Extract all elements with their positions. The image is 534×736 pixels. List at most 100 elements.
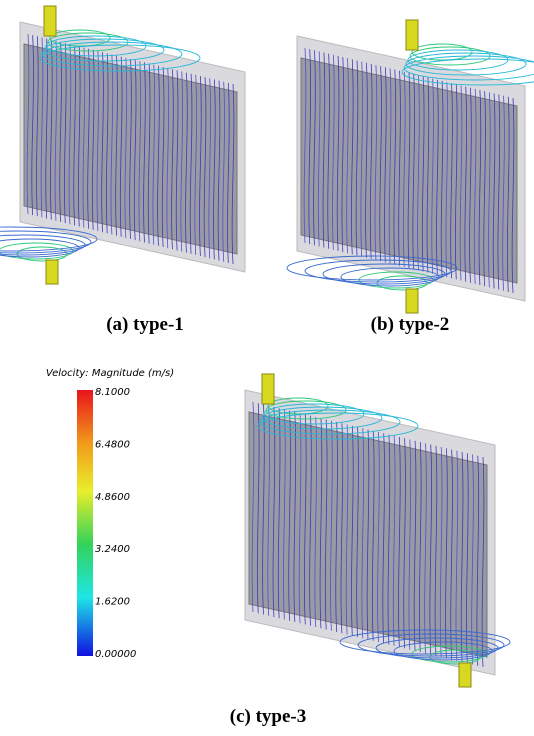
streamline bbox=[384, 67, 387, 263]
streamline bbox=[64, 43, 67, 224]
colorbar-tick-label: 3.2400 bbox=[95, 544, 130, 555]
streamline bbox=[382, 433, 385, 644]
streamline bbox=[288, 410, 291, 621]
streamline bbox=[203, 77, 207, 258]
streamline bbox=[124, 57, 128, 238]
caption: (b) type-2 bbox=[371, 314, 450, 335]
streamline bbox=[147, 63, 151, 244]
streamline bbox=[283, 409, 286, 620]
streamline bbox=[161, 66, 165, 247]
streamline bbox=[327, 53, 330, 249]
streamline bbox=[445, 82, 449, 278]
caption: (a) type-1 bbox=[106, 314, 184, 335]
streamline bbox=[82, 47, 86, 228]
streamline bbox=[222, 81, 225, 262]
streamline bbox=[450, 83, 453, 279]
streamline bbox=[371, 430, 375, 641]
streamline bbox=[369, 63, 373, 259]
inlet-pipe bbox=[261, 373, 275, 405]
streamline bbox=[481, 456, 485, 668]
streamline bbox=[138, 61, 142, 242]
streamline bbox=[336, 55, 340, 251]
swirl bbox=[261, 406, 383, 430]
streamline bbox=[502, 95, 505, 291]
colorbar-tick-label: 0.00000 bbox=[95, 649, 136, 660]
streamline bbox=[231, 83, 235, 265]
colorbar-ticks: 8.1000 6.4800 4.8600 3.2400 1.6200 0.00000 bbox=[95, 387, 136, 660]
streamline bbox=[293, 411, 297, 623]
swirl bbox=[257, 412, 419, 440]
streamline bbox=[403, 438, 406, 649]
streamline bbox=[129, 58, 132, 240]
streamline bbox=[50, 39, 53, 220]
streamline bbox=[455, 450, 459, 661]
streamline bbox=[388, 68, 392, 264]
colorbar-title: Velocity: Magnitude (m/s) bbox=[46, 368, 174, 379]
streamline bbox=[309, 415, 312, 626]
streamline bbox=[330, 420, 333, 631]
streamline bbox=[73, 45, 76, 226]
streamline bbox=[464, 86, 467, 282]
swirl bbox=[0, 230, 92, 254]
outlet-pipe bbox=[45, 259, 59, 285]
streamline bbox=[303, 47, 307, 244]
streamline bbox=[335, 421, 338, 633]
streamline bbox=[431, 78, 434, 274]
streamline bbox=[412, 74, 415, 270]
colorbar-tick-label: 8.1000 bbox=[95, 387, 130, 398]
streamline bbox=[360, 61, 363, 257]
streamline bbox=[267, 405, 270, 616]
streamline bbox=[426, 77, 430, 273]
streamline bbox=[189, 73, 193, 254]
streamline bbox=[398, 436, 401, 648]
streamline bbox=[101, 52, 104, 233]
streamline bbox=[393, 69, 397, 265]
streamline bbox=[346, 58, 349, 254]
streamline bbox=[115, 55, 118, 236]
cfd-panel bbox=[244, 373, 511, 688]
colorbar-tick-label: 4.8600 bbox=[95, 492, 130, 503]
streamline bbox=[419, 441, 422, 653]
streamline bbox=[466, 453, 469, 664]
streamline bbox=[455, 84, 458, 280]
colorbar-tick-label: 6.4800 bbox=[95, 439, 130, 450]
streamline bbox=[133, 60, 137, 241]
streamline bbox=[403, 71, 406, 267]
streamline bbox=[119, 56, 123, 237]
swirl bbox=[286, 255, 458, 281]
streamline bbox=[213, 79, 216, 260]
streamline bbox=[377, 431, 380, 643]
streamline bbox=[227, 82, 230, 263]
streamline bbox=[194, 74, 197, 255]
outlet-pipe bbox=[458, 662, 472, 688]
streamline bbox=[478, 90, 482, 286]
streamline bbox=[26, 33, 30, 215]
streamline bbox=[36, 36, 39, 217]
streamline bbox=[351, 59, 354, 255]
colorbar-tick-label: 1.6200 bbox=[95, 597, 130, 608]
streamline bbox=[361, 428, 365, 639]
streamline bbox=[497, 94, 501, 290]
streamline bbox=[340, 423, 344, 634]
streamline bbox=[379, 66, 382, 262]
swirl bbox=[43, 38, 165, 62]
streamline bbox=[408, 439, 412, 650]
streamline bbox=[511, 97, 515, 294]
cfd-panel bbox=[286, 19, 534, 314]
streamline bbox=[459, 85, 463, 281]
swirl bbox=[0, 226, 98, 252]
streamline bbox=[471, 454, 474, 665]
streamline bbox=[473, 88, 477, 284]
swirl bbox=[403, 55, 534, 81]
swirl bbox=[267, 397, 329, 415]
swirl bbox=[39, 44, 201, 72]
cfd-panel bbox=[0, 5, 246, 285]
streamline bbox=[208, 78, 211, 259]
inlet-pipe bbox=[43, 5, 57, 37]
streamline bbox=[171, 69, 174, 250]
streamline bbox=[313, 50, 316, 246]
streamline bbox=[180, 71, 184, 252]
streamline bbox=[488, 92, 491, 288]
swirl bbox=[405, 52, 527, 76]
streamline bbox=[392, 435, 396, 646]
